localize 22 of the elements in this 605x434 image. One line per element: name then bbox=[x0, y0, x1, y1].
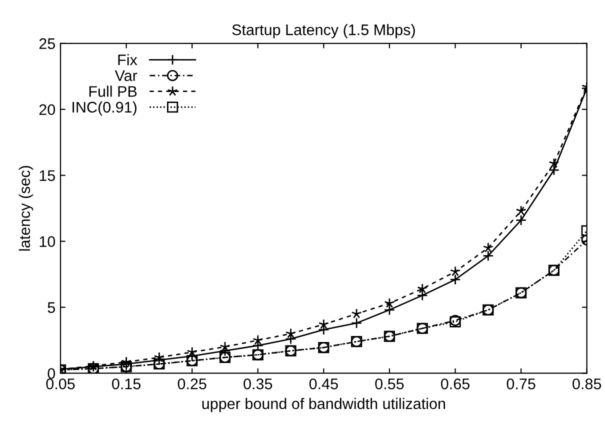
legend-label: Full PB bbox=[89, 86, 137, 97]
y-axis-title: latency (sec) bbox=[18, 166, 34, 251]
x-tick-label: 0.55 bbox=[375, 378, 404, 390]
x-tick-label: 0.25 bbox=[178, 378, 206, 390]
y-tick-label: 0 bbox=[48, 368, 56, 379]
chart-title: Startup Latency (1.5 Mbps) bbox=[232, 24, 415, 38]
x-axis-title: upper bound of bandwidth utilization bbox=[202, 398, 446, 412]
y-tick-label: 5 bbox=[48, 302, 55, 313]
y-tick-label: 25 bbox=[39, 38, 55, 50]
x-tick-label: 0.15 bbox=[112, 378, 141, 390]
x-tick-label: 0.75 bbox=[506, 378, 536, 390]
x-tick-label: 0.05 bbox=[46, 378, 75, 390]
legend-label: Fix bbox=[118, 54, 138, 66]
legend-label: Var bbox=[114, 70, 138, 82]
x-tick-label: 0.85 bbox=[572, 378, 602, 390]
legend-label: INC(0.91) bbox=[72, 101, 136, 116]
x-tick-label: 0.45 bbox=[309, 378, 338, 390]
y-tick-label: 15 bbox=[40, 170, 55, 182]
x-tick-label: 0.35 bbox=[244, 378, 272, 390]
y-tick-label: 20 bbox=[39, 104, 56, 116]
y-tick-label: 10 bbox=[40, 236, 56, 247]
x-tick-label: 0.65 bbox=[440, 378, 470, 390]
